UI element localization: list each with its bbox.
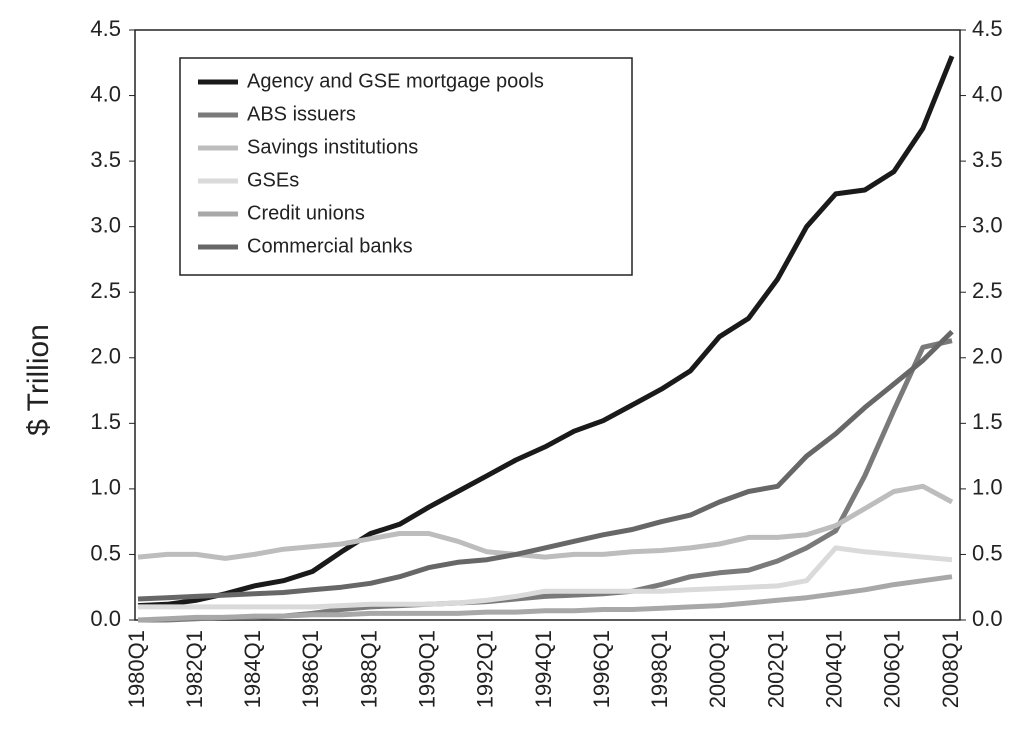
y2-tick-label: 2.0 [972,344,1003,369]
x-tick-label: 2000Q1 [705,630,730,708]
y-axis-label: $ Trillion [22,324,55,436]
y-tick-label: 0.5 [90,540,121,565]
y-tick-label: 2.0 [90,344,121,369]
y-tick-label: 4.0 [90,81,121,106]
legend-label: ABS issuers [247,103,356,125]
x-tick-label: 1988Q1 [356,630,381,708]
y2-tick-label: 3.0 [972,212,1003,237]
legend-label: Credit unions [247,202,365,224]
x-tick-label: 2006Q1 [880,630,905,708]
y2-tick-label: 1.0 [972,475,1003,500]
series-line [138,545,953,610]
x-tick-label: 1980Q1 [124,630,149,708]
x-tick-label: 2008Q1 [938,630,963,708]
y-tick-label: 0.0 [90,606,121,631]
series-line [138,338,953,623]
y2-tick-label: 3.5 [972,147,1003,172]
plot-frame [134,29,961,621]
x-tick-label: 1996Q1 [589,630,614,708]
x-tick-label: 1998Q1 [647,630,672,708]
y-tick-label: 1.5 [90,409,121,434]
x-tick-label: 1986Q1 [298,630,323,708]
y2-tick-label: 0.0 [972,606,1003,631]
x-tick-label: 2004Q1 [822,630,847,708]
series-line [137,483,954,561]
x-tick-label: 1984Q1 [240,630,265,708]
series-line [137,574,953,623]
y2-tick-label: 2.5 [972,278,1003,303]
y2-tick-label: 0.5 [972,540,1003,565]
legend-label: GSEs [247,169,299,191]
y2-tick-label: 4.0 [972,81,1003,106]
legend-box [179,57,633,276]
x-tick-label: 2002Q1 [763,630,788,708]
y-tick-label: 1.0 [90,475,121,500]
y-tick-label: 4.5 [90,16,121,41]
y2-tick-label: 4.5 [972,16,1003,41]
y-tick-label: 3.0 [90,212,121,237]
x-tick-label: 1992Q1 [473,630,498,708]
y-tick-label: 2.5 [90,278,121,303]
series-line [137,55,955,609]
x-tick-label: 1990Q1 [415,630,440,708]
legend-label: Commercial banks [247,235,413,257]
y2-tick-label: 1.5 [972,409,1003,434]
x-tick-label: 1982Q1 [182,630,207,708]
legend-label: Savings institutions [247,136,418,158]
legend-label: Agency and GSE mortgage pools [247,70,544,92]
y-tick-label: 3.5 [90,147,121,172]
series-line [137,329,954,602]
x-tick-label: 1994Q1 [531,630,556,708]
